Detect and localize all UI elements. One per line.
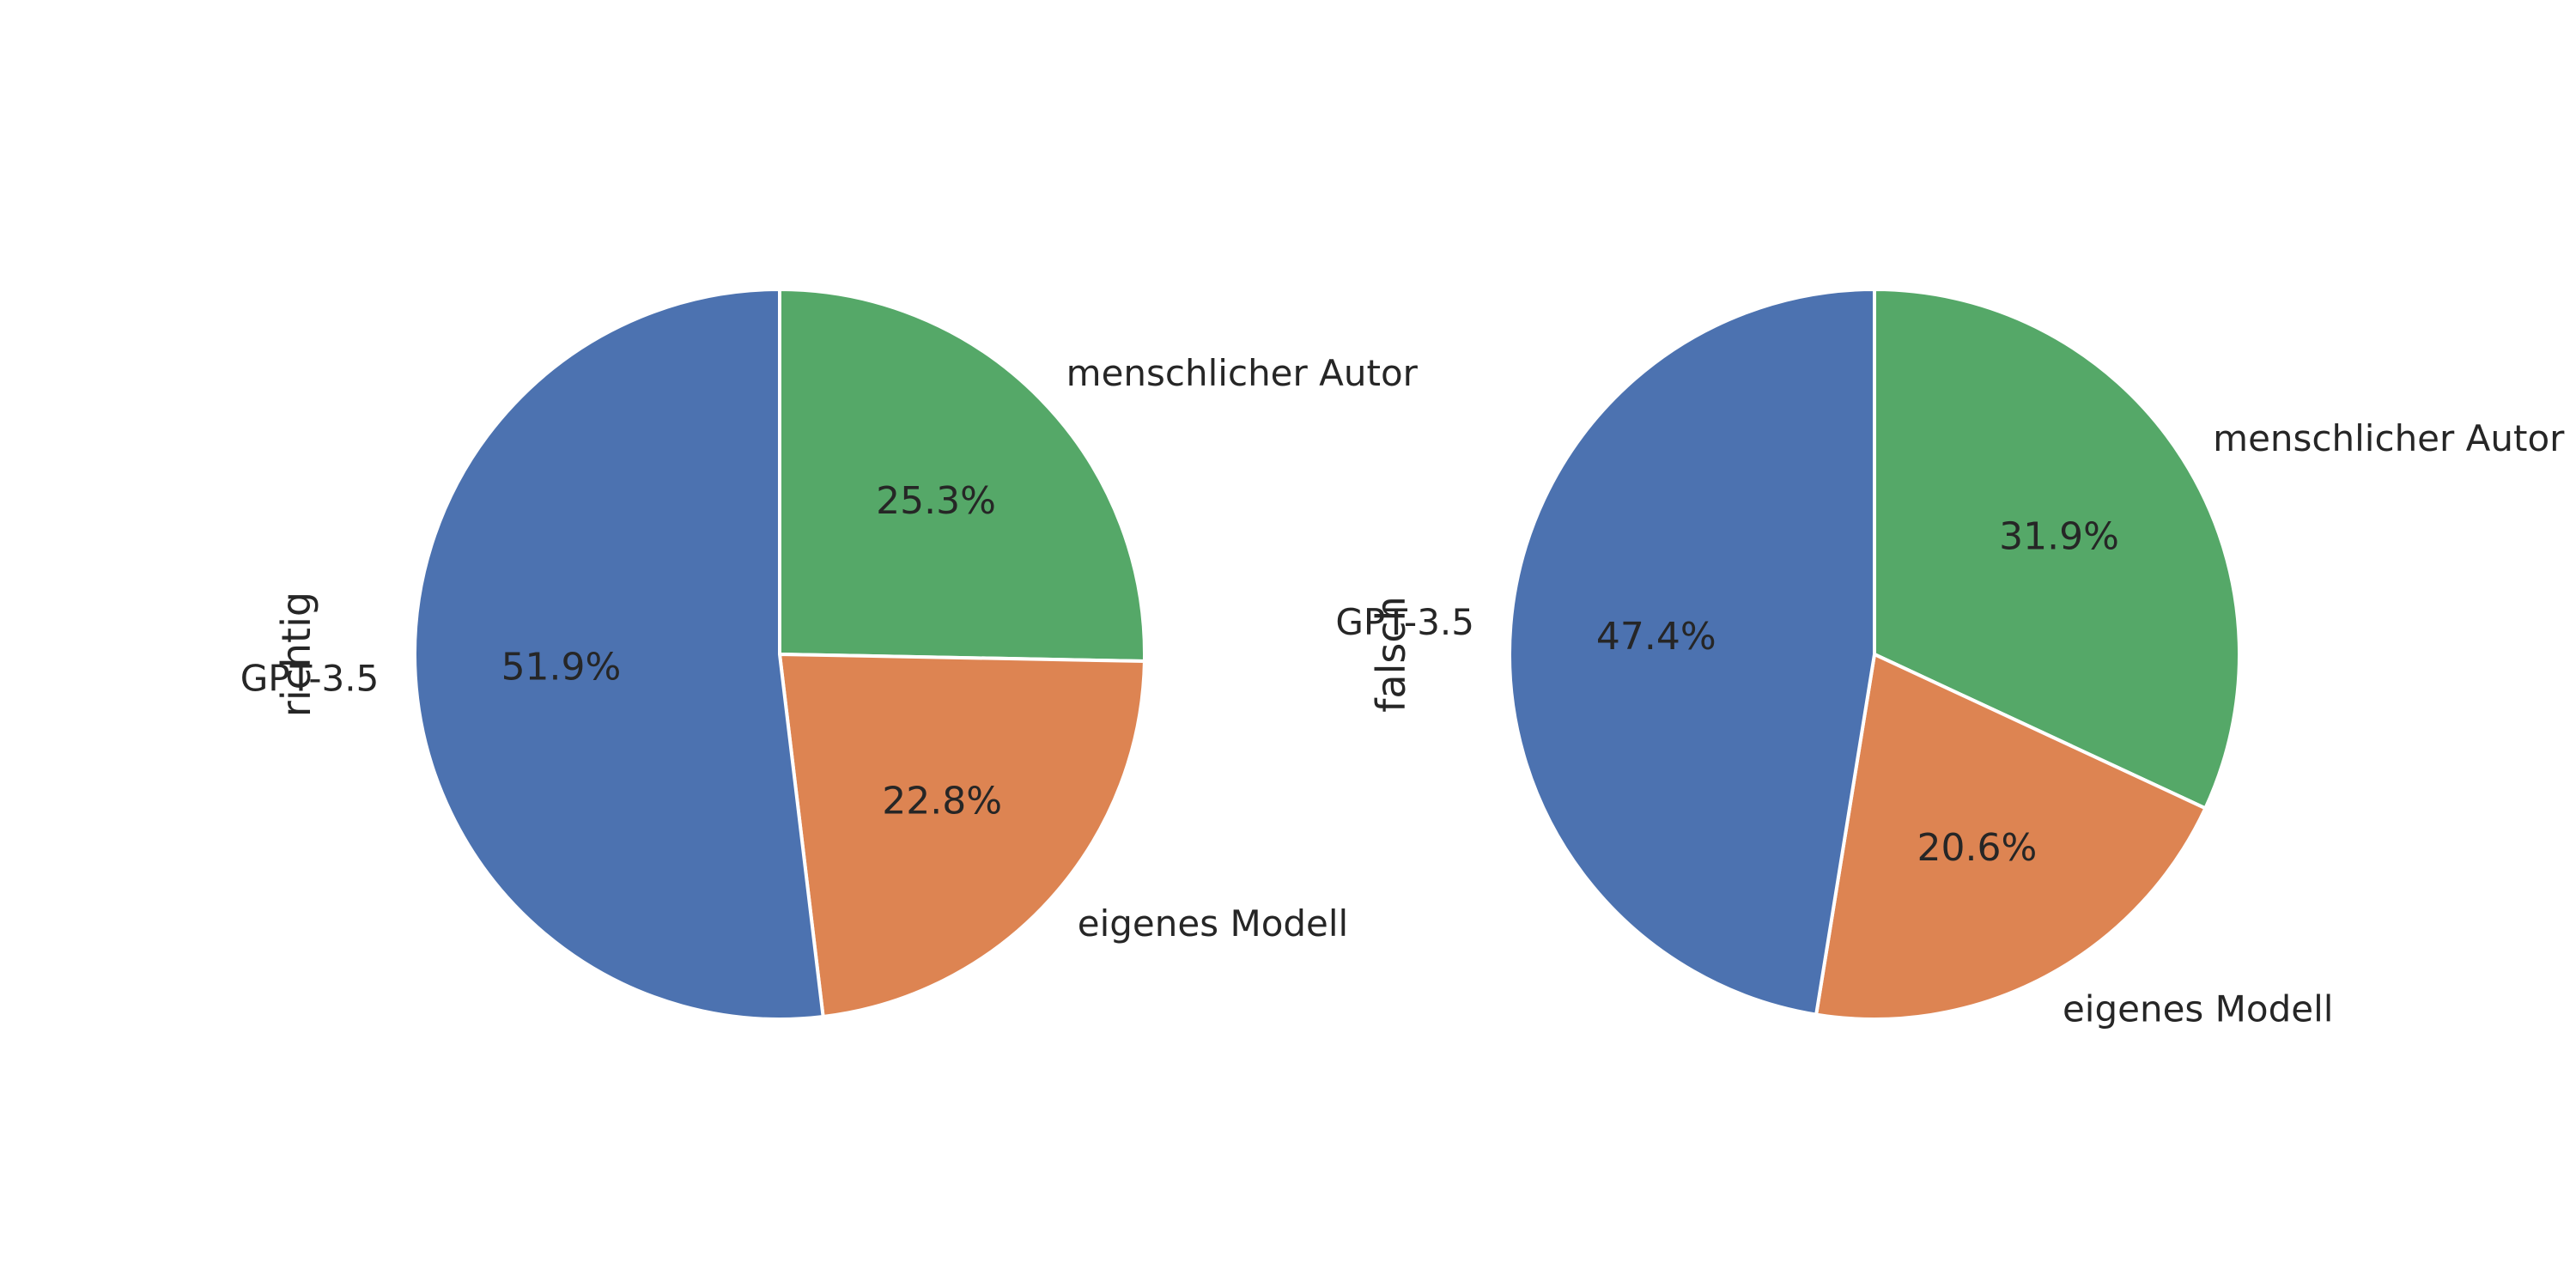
pie-labels: 31.9% menschlicher Autor 20.6% eigenes Mode… xyxy=(1335,417,2565,1030)
pie-percent-label: 20.6% xyxy=(1917,826,2038,870)
pie-ylabel: falsch xyxy=(1368,596,1414,713)
pie-slice-label: menschlicher Autor xyxy=(2213,417,2565,459)
pie-slice-label: eigenes Modell xyxy=(2063,988,2333,1030)
pie-slice-label: eigenes Modell xyxy=(1078,902,1348,945)
pie-chart-richtig: 25.3% menschlicher Autor 22.8% eigenes Mode… xyxy=(240,288,1419,1021)
pie-slice-menschlicher-autor xyxy=(778,288,1146,664)
pie-wedges xyxy=(413,288,1146,1021)
pie-percent-label: 31.9% xyxy=(1999,514,2119,558)
pie-slice-label: GPT-3.5 xyxy=(1335,601,1474,643)
pie-labels: 25.3% menschlicher Autor 22.8% eigenes Mode… xyxy=(240,352,1419,945)
pie-percent-label: 51.9% xyxy=(501,646,622,690)
pie-slice-menschlicher-autor xyxy=(1873,288,2241,811)
pie-slice-gpt-3-5 xyxy=(1507,288,1876,1017)
pie-wedges xyxy=(1507,288,2241,1022)
pie-slice-label: menschlicher Autor xyxy=(1066,352,1419,394)
pie-percent-label: 47.4% xyxy=(1596,615,1716,659)
pie-percent-label: 25.3% xyxy=(876,479,996,523)
pie-slice-gpt-3-5 xyxy=(413,288,825,1021)
pie-slice-eigenes-modell xyxy=(778,653,1146,1018)
pie-chart-falsch: 31.9% menschlicher Autor 20.6% eigenes Mode… xyxy=(1335,288,2565,1030)
pie-slice-label: GPT-3.5 xyxy=(240,657,380,699)
pie-slice-eigenes-modell xyxy=(1814,653,2208,1022)
pie-percent-label: 22.8% xyxy=(882,780,1002,823)
pie-ylabel: richtig xyxy=(273,592,319,717)
